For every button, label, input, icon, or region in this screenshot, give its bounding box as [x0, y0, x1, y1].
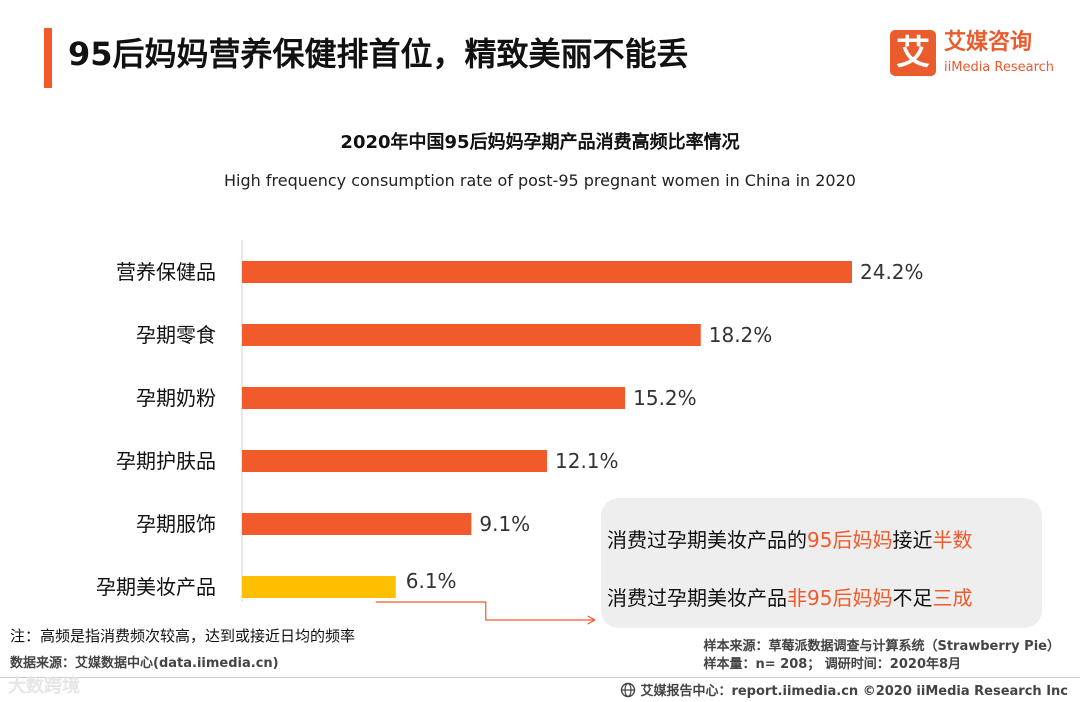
callout-2-text-b: 不足 [892, 586, 933, 610]
footer-text: 艾媒报告中心：report.iimedia.cn ©2020 iiMedia R… [640, 684, 1068, 699]
globe-icon [621, 682, 636, 697]
bar-chart: 营养保健品 24.2% 孕期零食 18.2% 孕期奶粉 15.2% 孕期护肤品 12.1% 孕期… [96, 240, 924, 625]
footnote: 注：高频是指消费频次较高，达到或接近日均的频率 [10, 627, 356, 645]
category-label: 孕期美妆产品 [96, 575, 216, 599]
callout-1-text-b: 接近 [892, 528, 933, 552]
bar [242, 450, 547, 472]
category-label: 孕期护肤品 [116, 449, 216, 473]
callout-connector [375, 601, 594, 621]
footer-divider [0, 677, 1080, 678]
bar [242, 513, 472, 535]
logo-mark: 艾 [890, 30, 936, 76]
callout-2-highlight-a: 非95后妈妈 [787, 586, 893, 610]
logo-name-cn: 艾媒咨询 [944, 30, 1033, 55]
bar [242, 324, 701, 346]
title-accent-bar [44, 28, 52, 88]
data-label: 6.1% [406, 569, 457, 593]
sample-info: 样本来源：草莓派数据调查与计算系统（Strawberry Pie） 样本量：n=… [703, 638, 1060, 674]
callout-box: 消费过孕期美妆产品的95后妈妈接近半数 消费过孕期美妆产品非95后妈妈不足三成 [601, 498, 1042, 628]
chart-title: 2020年中国95后妈妈孕期产品消费高频比率情况 [340, 132, 740, 153]
category-label: 营养保健品 [116, 260, 216, 284]
callout-1-highlight-a: 95后妈妈 [807, 528, 893, 552]
callout-2-highlight-b: 三成 [932, 586, 973, 610]
bar [242, 261, 852, 283]
data-label: 9.1% [479, 512, 530, 536]
watermark: 大数跨境 [8, 676, 80, 697]
footer: 艾媒报告中心：report.iimedia.cn ©2020 iiMedia R… [620, 680, 1068, 699]
data-label: 24.2% [860, 260, 924, 284]
category-label: 孕期奶粉 [136, 386, 216, 410]
data-label: 15.2% [633, 386, 697, 410]
callout-1-highlight-b: 半数 [932, 528, 973, 552]
data-label: 18.2% [709, 323, 773, 347]
callout-line-1: 消费过孕期美妆产品的95后妈妈接近半数 [607, 526, 972, 554]
arrow-icon [587, 615, 596, 625]
category-label: 孕期零食 [136, 323, 216, 347]
sample-source: 样本来源：草莓派数据调查与计算系统（Strawberry Pie） [703, 639, 1060, 654]
chart-subtitle: High frequency consumption rate of post-… [224, 171, 856, 190]
callout-line-2: 消费过孕期美妆产品非95后妈妈不足三成 [607, 584, 972, 612]
sample-size: 样本量：n= 208； 调研时间：2020年8月 [703, 657, 962, 672]
data-label: 12.1% [555, 449, 619, 473]
logo-name-en: iiMedia Research [944, 60, 1055, 75]
bar [242, 387, 626, 409]
callout-1-text-a: 消费过孕期美妆产品的 [607, 528, 807, 552]
page-title: 95后妈妈营养保健排首位，精致美丽不能丢 [68, 35, 689, 73]
iimedia-logo: 艾 艾媒咨询 iiMedia Research [890, 30, 1060, 82]
callout-2-text-a: 消费过孕期美妆产品 [607, 586, 787, 610]
bar [242, 576, 396, 598]
data-source: 数据来源：艾媒数据中心(data.iimedia.cn) [10, 656, 279, 671]
category-label: 孕期服饰 [136, 512, 216, 536]
